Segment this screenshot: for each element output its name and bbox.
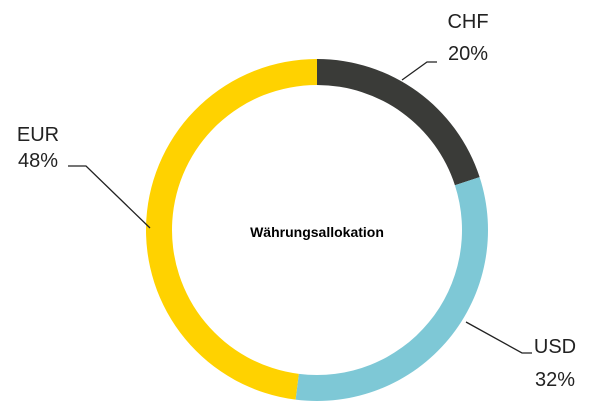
value-label: 32% bbox=[535, 369, 575, 391]
leader-line bbox=[68, 165, 151, 229]
chart-title: Währungsallokation bbox=[250, 224, 384, 240]
category-label: CHF bbox=[447, 11, 488, 33]
leader-line bbox=[465, 321, 532, 354]
donut-segment bbox=[295, 177, 488, 401]
value-label: 48% bbox=[18, 150, 58, 172]
value-label: 20% bbox=[448, 43, 488, 65]
category-label: EUR bbox=[17, 124, 59, 146]
leader-line bbox=[401, 61, 437, 81]
category-label: USD bbox=[534, 336, 576, 358]
donut-segment bbox=[145, 59, 317, 400]
donut-segment bbox=[317, 59, 480, 186]
